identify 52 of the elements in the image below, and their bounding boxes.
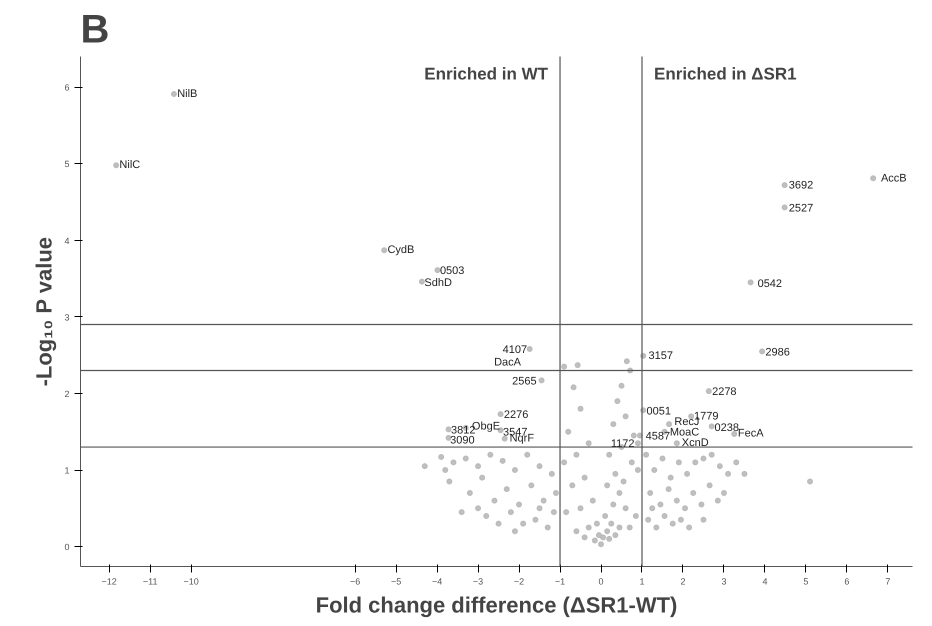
annotation: 2565 — [512, 375, 537, 388]
x-tick-label: −6 — [350, 576, 360, 586]
x-tick-label: −4 — [432, 576, 442, 586]
x-axis-title: Fold change difference (ΔSR1-WT) — [316, 592, 678, 618]
x-tick-label: −2 — [514, 576, 524, 586]
y-tick-label: 5 — [64, 159, 70, 170]
annotation: 2276 — [504, 409, 528, 422]
annotation: 2278 — [712, 386, 737, 398]
x-tick-label: 1 — [639, 576, 645, 586]
y-tick-label: 1 — [64, 466, 70, 476]
annotation: AccB — [880, 172, 907, 184]
y-tick-label: 2 — [64, 388, 70, 399]
x-tick-label: 2 — [680, 576, 686, 586]
x-tick-label: −11 — [142, 576, 158, 586]
x-tick-label: 3 — [721, 576, 726, 586]
chart-title: B — [80, 8, 110, 52]
x-tick-label: −3 — [472, 576, 484, 586]
annotation: 0238 — [714, 422, 740, 434]
annotation: 0542 — [758, 278, 782, 290]
annotation: NilC — [119, 159, 140, 172]
x-tick-label: 0 — [598, 576, 604, 586]
x-tick-label: −1 — [554, 576, 566, 586]
annotation: Enriched in WT — [424, 64, 549, 84]
annotation: Enriched in ΔSR1 — [654, 64, 797, 84]
annotation: 3090 — [450, 434, 475, 446]
y-tick-label: 6 — [64, 82, 70, 93]
annotation: 2986 — [765, 346, 790, 358]
x-tick-label: 7 — [885, 576, 890, 586]
annotation: NilB — [177, 88, 198, 100]
x-tick-label: 4 — [762, 576, 768, 586]
y-axis-title: -Log₁₀ P value — [31, 236, 56, 386]
annotation: 4107 — [502, 344, 528, 356]
x-tick-label: −5 — [390, 576, 402, 586]
annotation: FecA — [738, 427, 764, 440]
annotation: 3157 — [648, 350, 674, 362]
y-tick-label: 3 — [64, 312, 70, 322]
annotation: DacA — [494, 356, 522, 368]
annotation: SdhD — [424, 277, 452, 290]
annotation: 2527 — [788, 202, 814, 214]
x-tick-label: −12 — [102, 576, 117, 586]
annotation: MoaC — [670, 426, 700, 438]
y-tick-label: 0 — [64, 542, 70, 552]
annotation: XcnD — [682, 437, 709, 450]
x-tick-label: 5 — [803, 576, 808, 586]
annotation: 4587 — [646, 430, 670, 443]
annotation: 0051 — [646, 405, 671, 418]
annotation: 0503 — [440, 265, 464, 278]
x-tick-label: 6 — [844, 576, 850, 586]
annotation: CydB — [387, 244, 414, 256]
annotation: 3692 — [788, 179, 814, 192]
y-tick-label: 4 — [64, 236, 70, 246]
x-tick-label: −10 — [184, 576, 199, 586]
